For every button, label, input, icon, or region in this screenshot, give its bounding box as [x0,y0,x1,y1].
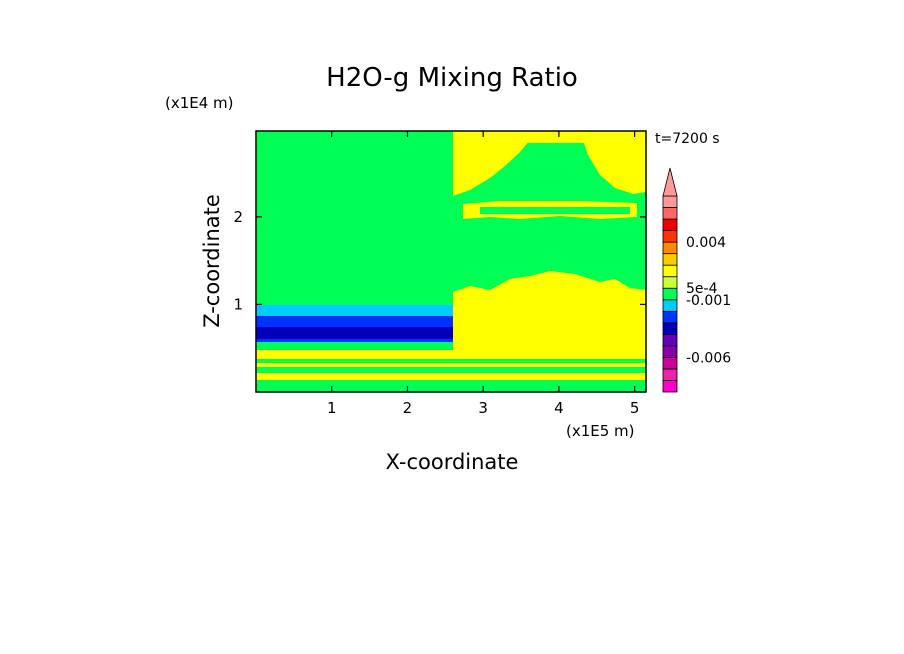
low-green-strip-1 [256,359,646,363]
colorbar-segment-10 [662,264,678,278]
left-cyan-layer [256,305,453,317]
plot-frame [255,130,647,393]
colorbar-label-2: -0.001 [686,293,731,309]
time-label: t=7200 s [655,131,720,147]
right-moist-zone [453,271,646,350]
colorbar-segment-7 [662,299,678,312]
left-dark-blue-layer [256,327,453,339]
colorbar: 0.004 5e-4-0.001 -0.006 [662,167,731,393]
top-right-streaks-2 [580,131,646,194]
y-tick-label-0: 1 [233,295,243,313]
x-unit-label: (x1E5 m) [566,422,635,440]
colorbar-segment-2 [662,357,678,370]
top-strip-right [453,131,646,143]
x-axis: 1 2 3 4 5 [327,131,639,417]
colorbar-segment-0 [662,380,678,393]
colorbar-segment-9 [662,276,678,289]
x-tick-label-3: 4 [554,399,564,417]
colorbar-segment-13 [662,230,678,243]
y-axis: 12 [233,208,646,313]
colorbar-label-0: 0.004 [686,235,726,251]
colorbar-segment-6 [662,310,678,324]
colorbar-segment-5 [662,322,678,335]
colorbar-label-3: -0.006 [686,350,731,366]
y-unit-label: (x1E4 m) [165,94,234,112]
colorbar-segment-16 [662,195,678,208]
y-axis-label: Z-coordinate [200,194,224,328]
colorbar-arrow [662,167,678,197]
x-tick-label-1: 2 [403,399,413,417]
x-tick-label-4: 5 [630,399,640,417]
colorbar-segment-1 [662,368,678,381]
plot-area [256,131,646,392]
colorbar-segment-3 [662,345,678,358]
upper-band-inner [480,207,630,214]
chart-title: H2O-g Mixing Ratio [326,63,578,93]
low-green-strip-3 [256,380,646,392]
x-tick-label-2: 3 [478,399,488,417]
top-right-streaks [453,131,535,196]
colorbar-segment-11 [662,253,678,266]
colorbar-segment-4 [662,333,678,347]
colorbar-segment-12 [662,241,678,255]
colorbar-segment-14 [662,218,678,231]
x-axis-label: X-coordinate [386,450,519,474]
y-tick-label-1: 2 [233,208,243,226]
colorbar-segment-8 [662,287,678,301]
low-green-strip-2 [256,367,646,373]
colorbar-segment-15 [662,207,678,220]
x-tick-label-0: 1 [327,399,337,417]
low-yellow-band [256,350,646,380]
colorbar-label-1: 5e-4 [686,281,718,297]
